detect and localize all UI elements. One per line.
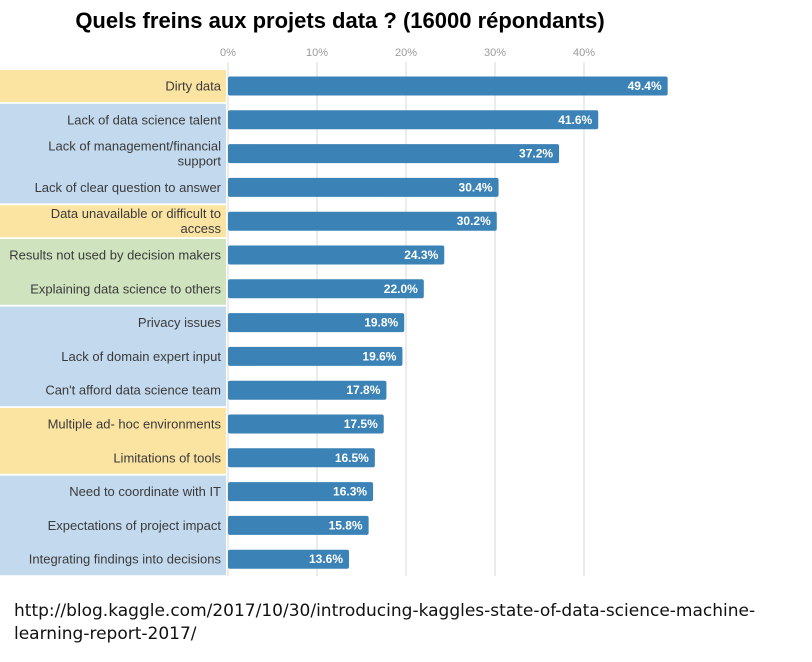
value-label: 37.2% [519, 147, 553, 161]
bar [228, 549, 350, 569]
bar [228, 110, 599, 130]
bar [228, 346, 403, 366]
highlight-band [0, 205, 226, 238]
source-line-2: learning-report-2017/ [14, 624, 197, 644]
highlight-band [0, 475, 226, 576]
category-label: Explaining data science to others [30, 281, 221, 296]
category-label: Expectations of project impact [48, 518, 222, 533]
chart-title: Quels freins aux projets data ? (16000 r… [75, 8, 605, 33]
category-label: Need to coordinate with IT [69, 484, 221, 499]
category-label: Lack of data science talent [67, 112, 221, 127]
bar [228, 482, 374, 502]
highlight-band [0, 306, 226, 407]
x-tick-label: 20% [395, 47, 417, 59]
category-label: Dirty data [165, 79, 221, 94]
category-label: Lack of domain expert input [61, 349, 221, 364]
value-label: 22.0% [384, 282, 418, 296]
value-label: 16.3% [333, 485, 367, 499]
bar [228, 144, 560, 164]
value-label: 16.5% [335, 451, 369, 465]
bar [228, 279, 424, 299]
value-label: 19.6% [362, 349, 396, 363]
value-label: 41.6% [558, 113, 592, 127]
category-label: Lack of management/financial support [48, 139, 221, 169]
highlight-band [0, 70, 226, 102]
category-labels: Dirty data Lack of data science talent Lac… [9, 79, 221, 567]
bar [228, 380, 387, 400]
category-label: Lack of clear question to answer [35, 180, 222, 195]
highlight-band [0, 103, 226, 204]
bar [228, 448, 375, 468]
category-label: Can't afford data science team [45, 383, 221, 398]
bar [228, 211, 497, 231]
bar [228, 177, 499, 197]
value-label: 17.5% [344, 417, 378, 431]
value-label: 49.4% [628, 79, 662, 93]
x-tick-label: 30% [484, 47, 506, 59]
bar [228, 245, 445, 265]
bar [228, 313, 405, 333]
highlight-band [0, 239, 226, 305]
value-label: 30.4% [459, 180, 493, 194]
category-label: Data unavailable or difficult to access [51, 206, 222, 236]
category-label: Integrating findings into decisions [29, 552, 222, 567]
source-url: http://blog.kaggle.com/2017/10/30/introd… [14, 600, 804, 646]
x-tick-label: 40% [573, 47, 595, 59]
value-labels: 49.4% 41.6% 37.2% 30.4% 30.2% 24.3% 22.0% 19.8%… [309, 79, 662, 566]
category-label: Limitations of tools [113, 450, 221, 465]
bar-chart: 0% 10% 20% 30% 40% Dirty data Lack of data sc… [0, 47, 668, 576]
value-label: 30.2% [457, 214, 491, 228]
value-label: 17.8% [346, 383, 380, 397]
highlight-band [0, 408, 226, 474]
value-label: 24.3% [404, 248, 438, 262]
x-tick-label: 10% [306, 47, 328, 59]
category-highlight-bands [0, 70, 226, 576]
source-line-1: http://blog.kaggle.com/2017/10/30/introd… [14, 601, 756, 621]
category-label: Privacy issues [138, 315, 222, 330]
category-label: Multiple ad- hoc environments [48, 417, 222, 432]
x-tick-label: 0% [220, 47, 236, 59]
x-axis-ticks: 0% 10% 20% 30% 40% [220, 47, 595, 59]
bars [228, 76, 668, 569]
value-label: 15.8% [329, 518, 363, 532]
value-label: 13.6% [309, 552, 343, 566]
value-label: 19.8% [364, 316, 398, 330]
bar [228, 515, 369, 535]
bar [228, 76, 668, 96]
bar [228, 414, 384, 434]
category-label: Results not used by decision makers [9, 248, 221, 263]
